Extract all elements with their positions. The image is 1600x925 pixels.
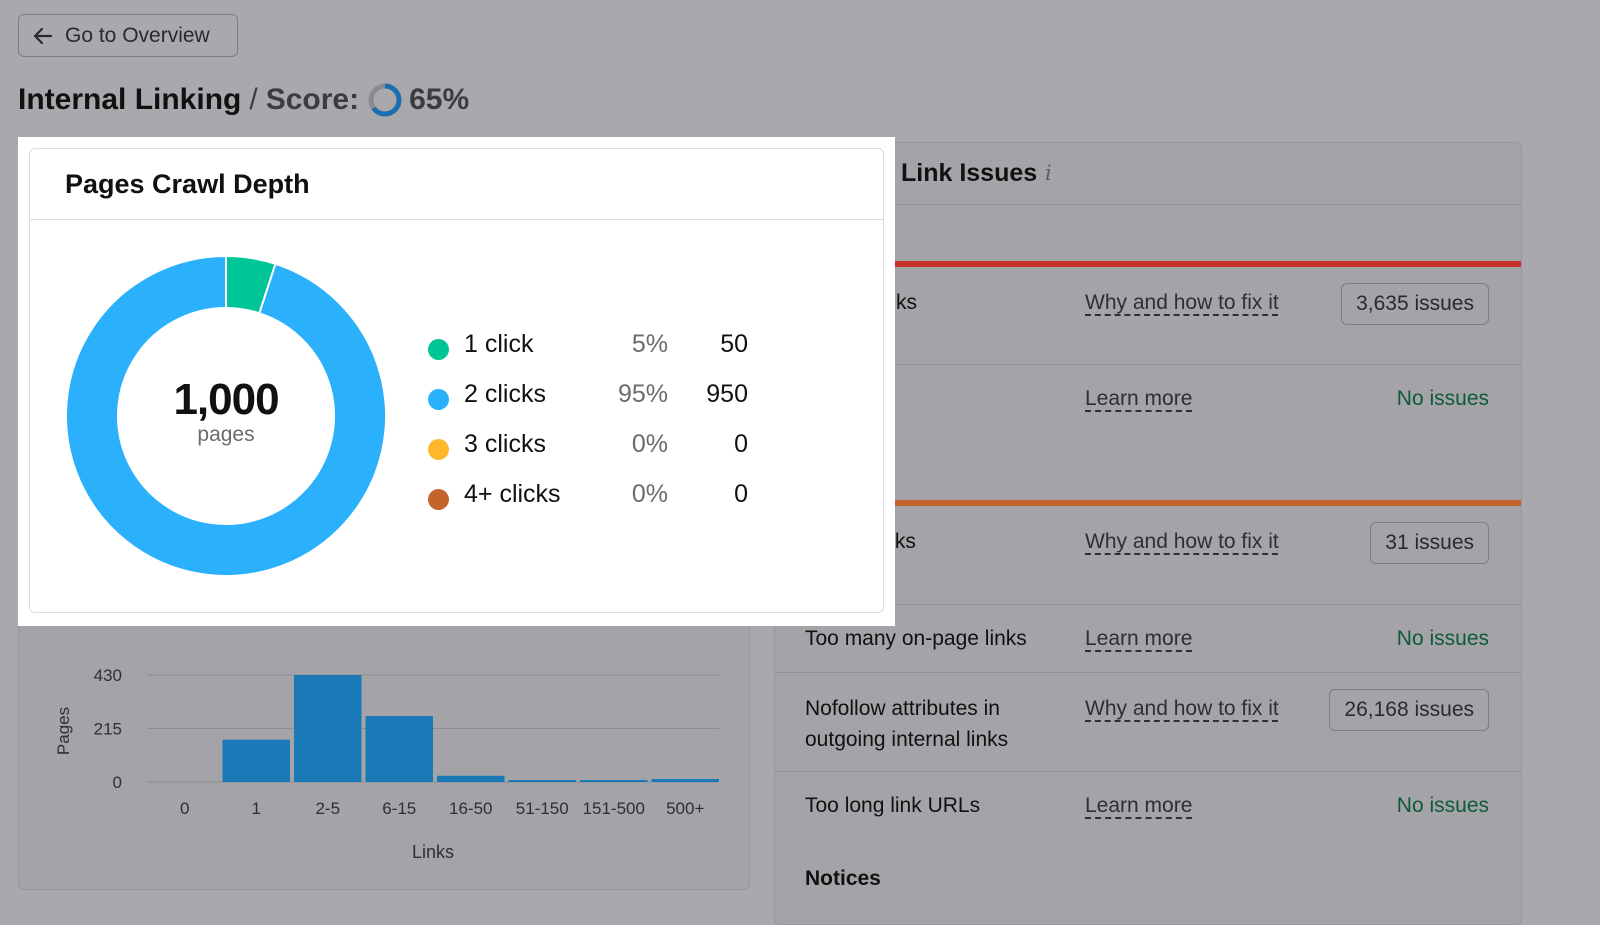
go-to-overview-button[interactable]: Go to Overview — [18, 14, 238, 57]
donut-center: 1,000 pages — [65, 255, 387, 577]
score-value: 65% — [409, 83, 470, 116]
issue-row: Too long link URLs Learn more No issues — [775, 772, 1521, 840]
score-ring-icon — [368, 83, 402, 117]
y-tick-label: 0 — [113, 773, 122, 792]
x-tick-label: 151-500 — [583, 799, 645, 818]
donut-slice-2-clicks[interactable] — [65, 255, 387, 577]
no-issues-status: No issues — [1396, 794, 1489, 817]
legend-label: 1 click — [464, 330, 534, 358]
crawl-depth-highlight: Pages Crawl Depth 1,000 pages 1 click 5%… — [18, 137, 895, 626]
legend-percent: 0% — [631, 480, 668, 508]
total-pages-value: 1,000 — [173, 375, 279, 424]
legend-dot — [428, 439, 449, 460]
legend-percent: 95% — [617, 380, 668, 408]
legend-percent: 5% — [631, 330, 668, 358]
issue-row: Nofollow attributes in outgoing internal… — [775, 673, 1521, 772]
crawl-depth-title: Pages Crawl Depth — [30, 149, 883, 220]
issues-count-button[interactable]: 3,635 issues — [1341, 283, 1489, 325]
page-title: Internal Linking / Score: 65% — [18, 78, 469, 122]
legend-count: 50 — [720, 330, 748, 358]
why-and-how-link[interactable]: Why and how to fix it — [1085, 291, 1279, 314]
go-to-overview-label: Go to Overview — [65, 23, 210, 47]
learn-more-link[interactable]: Learn more — [1085, 627, 1193, 650]
x-tick-label: 1 — [252, 799, 261, 818]
pages-crawl-depth-card: Pages Crawl Depth 1,000 pages 1 click 5%… — [29, 148, 884, 613]
legend-item[interactable]: 4+ clicks 0% 0 — [428, 475, 748, 525]
issues-count-button[interactable]: 26,168 issues — [1329, 689, 1489, 731]
issue-name: Too many on-page links — [805, 627, 1027, 650]
legend-dot — [428, 339, 449, 360]
issues-count-button[interactable]: 31 issues — [1370, 522, 1489, 564]
title-separator: / — [249, 83, 258, 116]
arrow-left-icon — [33, 27, 53, 44]
internal-links-distribution-card: Pages Links 0 215 430 0 1 2-5 6-15 16-50 51-150 1… — [18, 590, 750, 890]
x-tick-label: 0 — [180, 799, 189, 818]
crawl-depth-legend: 1 click 5% 50 2 clicks 95% 950 3 clicks … — [428, 325, 748, 525]
x-tick-label: 500+ — [666, 799, 704, 818]
total-pages-unit: pages — [197, 423, 255, 446]
legend-count: 0 — [734, 480, 748, 508]
legend-label: 2 clicks — [464, 380, 546, 408]
bar-1[interactable] — [222, 739, 291, 782]
legend-dot — [428, 389, 449, 410]
link-issues-header: Link Issues i — [775, 143, 1521, 205]
x-tick-label: 51-150 — [516, 799, 569, 818]
y-tick-label: 430 — [94, 666, 122, 685]
bar-2-5[interactable] — [294, 675, 362, 782]
legend-item[interactable]: 2 clicks 95% 950 — [428, 375, 748, 425]
learn-more-link[interactable]: Learn more — [1085, 794, 1193, 817]
issue-row: Too many on-page links Learn more No iss… — [775, 605, 1521, 673]
warnings-bar — [775, 500, 1521, 506]
legend-count: 0 — [734, 430, 748, 458]
bar-51-150[interactable] — [508, 780, 577, 782]
no-issues-status: No issues — [1396, 627, 1489, 650]
bar-16-50[interactable] — [437, 775, 505, 782]
link-issues-title: Link Issues — [901, 159, 1038, 187]
y-axis-label: Pages — [54, 707, 73, 755]
learn-more-link[interactable]: Learn more — [1085, 387, 1193, 410]
score-label: Score: — [265, 83, 360, 116]
legend-label: 3 clicks — [464, 430, 546, 458]
x-tick-label: 6-15 — [382, 799, 416, 818]
internal-links-bar-chart: Pages Links 0 215 430 0 1 2-5 6-15 16-50 51-150 1… — [54, 666, 720, 862]
legend-percent: 0% — [631, 430, 668, 458]
x-tick-label: 16-50 — [449, 799, 492, 818]
legend-dot — [428, 489, 449, 510]
why-and-how-link[interactable]: Why and how to fix it — [1085, 530, 1279, 553]
bar-151-500[interactable] — [580, 780, 648, 782]
x-tick-label: 2-5 — [315, 799, 340, 818]
legend-item[interactable]: 3 clicks 0% 0 — [428, 425, 748, 475]
bar-6-15[interactable] — [365, 716, 434, 782]
issue-name: Too long link URLs — [805, 794, 981, 817]
crawl-depth-donut-chart — [65, 255, 387, 577]
why-and-how-link[interactable]: Why and how to fix it — [1085, 697, 1279, 720]
y-tick-label: 215 — [94, 720, 122, 739]
legend-count: 950 — [706, 380, 748, 408]
errors-bar — [775, 261, 1521, 267]
notices-section-label: Notices — [805, 867, 881, 890]
issue-name: Nofollow attributes in outgoing internal… — [805, 697, 1009, 751]
page-title-text: Internal Linking — [18, 83, 242, 116]
x-axis-label: Links — [412, 842, 454, 862]
no-issues-status: No issues — [1396, 387, 1489, 410]
legend-item[interactable]: 1 click 5% 50 — [428, 325, 748, 375]
legend-label: 4+ clicks — [464, 480, 561, 508]
info-icon[interactable]: i — [1045, 161, 1052, 185]
bar-500+[interactable] — [651, 779, 720, 782]
